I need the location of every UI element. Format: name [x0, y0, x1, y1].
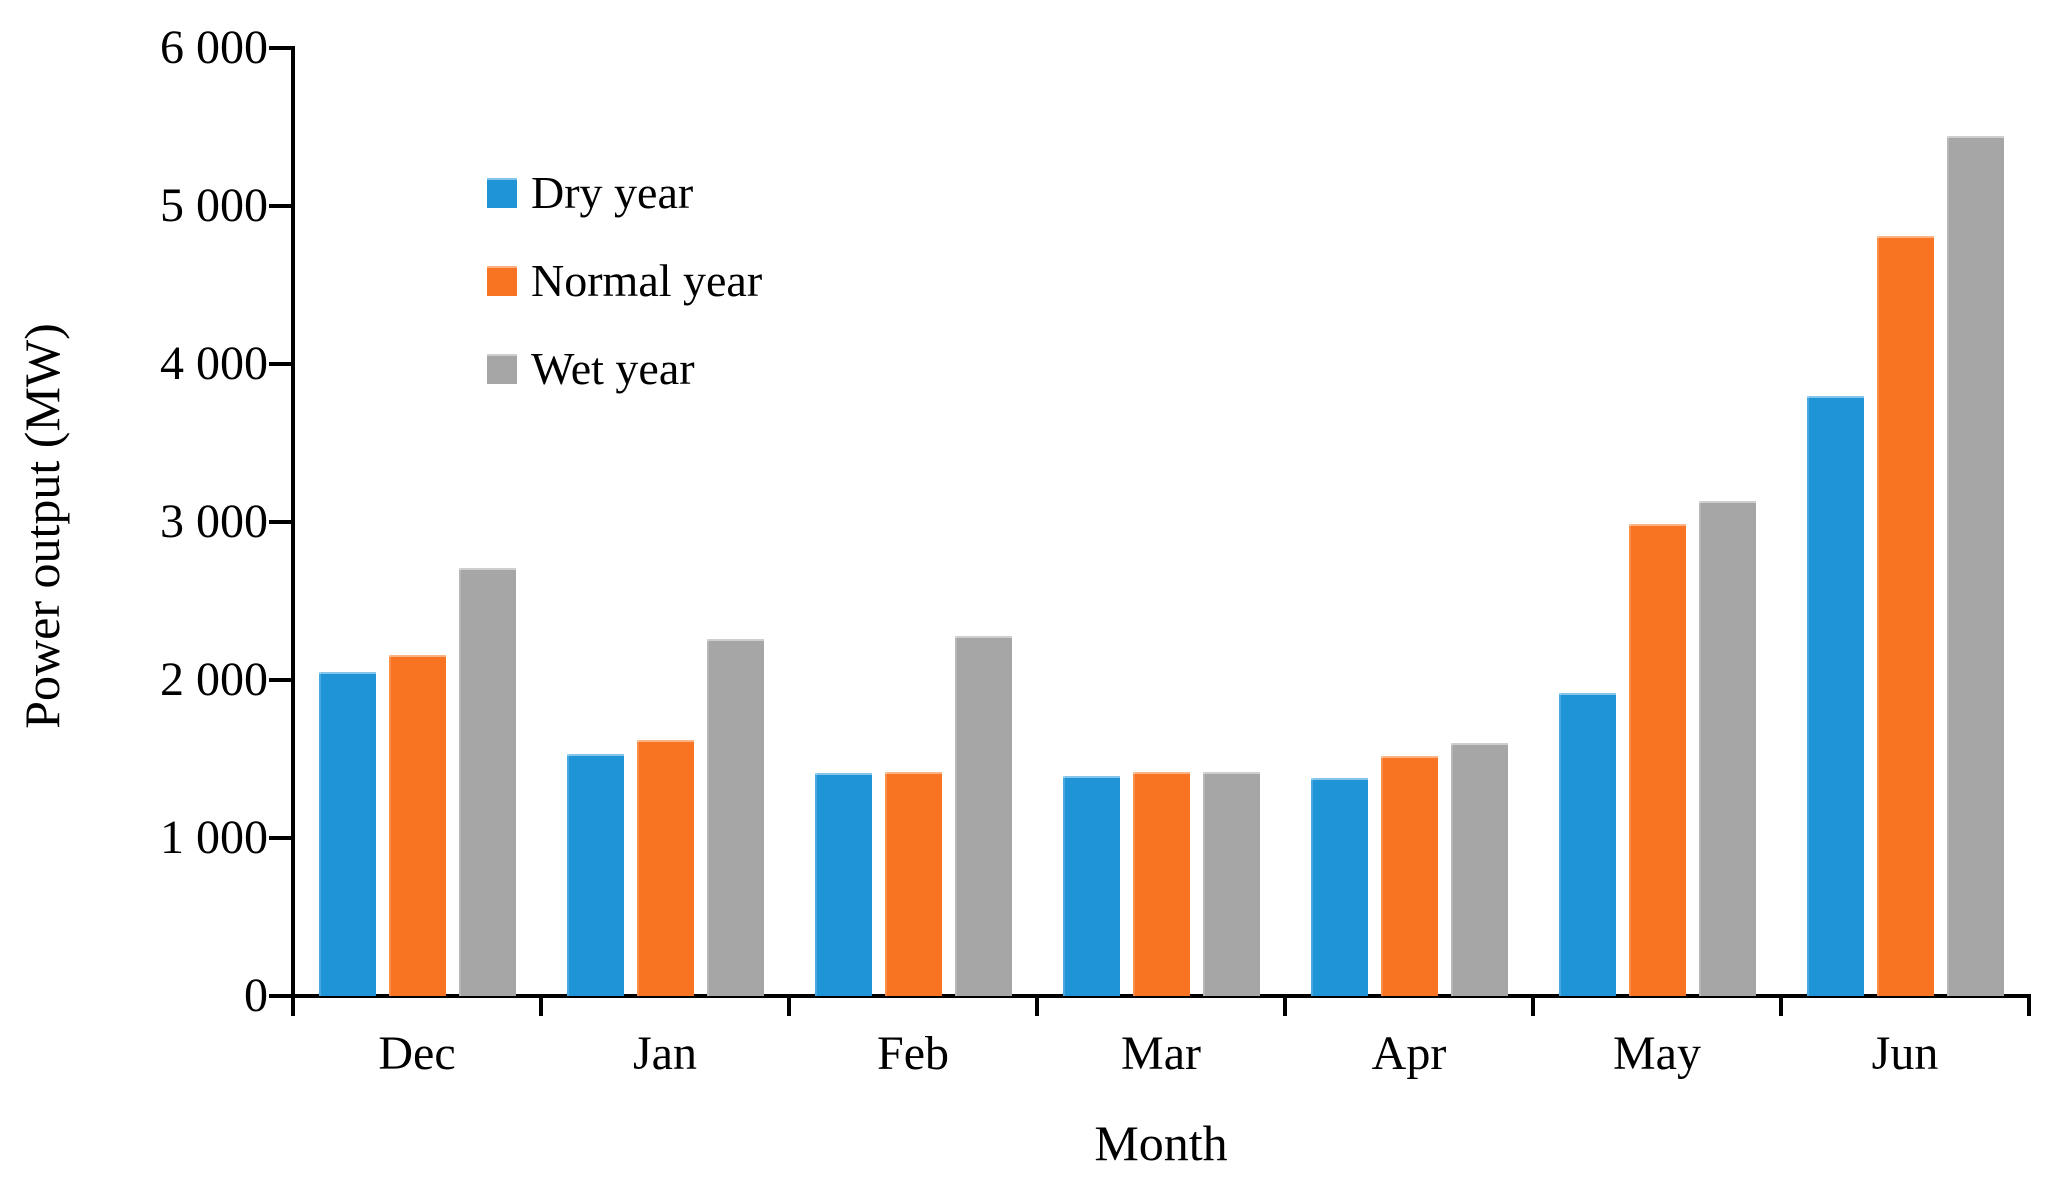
legend-label: Normal year: [531, 255, 763, 306]
bar: [566, 754, 624, 996]
x-tick-label: May: [1613, 1027, 1701, 1080]
bar: [388, 654, 446, 996]
y-tick-label: 2 000: [160, 653, 268, 706]
bar: [1876, 236, 1934, 996]
bar: [954, 635, 1012, 996]
bar: [1202, 771, 1260, 996]
legend: Dry year Normal year Wet year: [487, 163, 762, 427]
legend-item: Dry year: [487, 163, 762, 223]
x-tick-mark: [291, 996, 295, 1016]
bar: [1946, 136, 2004, 996]
legend-item: Normal year: [487, 251, 762, 311]
x-tick-label: Mar: [1121, 1027, 1201, 1080]
bar: [814, 773, 872, 996]
y-tick-label: 5 000: [160, 179, 268, 232]
y-tick-mark: [269, 836, 291, 840]
y-tick-mark: [269, 204, 291, 208]
bar: [1628, 523, 1686, 996]
legend-swatch-icon: [487, 178, 517, 208]
bar: [706, 638, 764, 996]
x-tick-mark: [1035, 996, 1039, 1016]
x-tick-label: Jun: [1871, 1027, 1939, 1080]
x-tick-label: Jan: [633, 1027, 697, 1080]
bar: [1698, 501, 1756, 996]
bar: [318, 672, 376, 996]
bar: [1806, 395, 1864, 996]
x-tick-label: Apr: [1371, 1027, 1447, 1080]
legend-label: Dry year: [531, 167, 694, 218]
y-tick-label: 0: [244, 969, 268, 1022]
y-tick-label: 3 000: [160, 495, 268, 548]
y-axis-line: [291, 46, 295, 1016]
y-tick-label: 1 000: [160, 811, 268, 864]
y-tick-label: 4 000: [160, 337, 268, 390]
x-tick-mark: [1531, 996, 1535, 1016]
bar: [1450, 743, 1508, 996]
x-axis-line: [291, 994, 2031, 998]
x-axis-title: Month: [1094, 1115, 1228, 1171]
legend-swatch-icon: [487, 354, 517, 384]
y-tick-mark: [269, 362, 291, 366]
bar: [1062, 776, 1120, 996]
x-tick-mark: [2027, 996, 2031, 1016]
bar: [636, 740, 694, 996]
x-tick-mark: [1779, 996, 1783, 1016]
bar: [1558, 692, 1616, 996]
bar: [1310, 777, 1368, 996]
y-tick-mark: [269, 994, 291, 998]
bar: [884, 771, 942, 996]
x-tick-mark: [1283, 996, 1287, 1016]
legend-item: Wet year: [487, 339, 762, 399]
y-tick-mark: [269, 46, 291, 50]
legend-label: Wet year: [531, 343, 695, 394]
y-tick-mark: [269, 678, 291, 682]
x-tick-mark: [787, 996, 791, 1016]
y-tick-label: 6 000: [160, 21, 268, 74]
x-tick-label: Dec: [378, 1027, 456, 1080]
bar: [458, 567, 516, 996]
bar: [1132, 771, 1190, 996]
y-tick-mark: [269, 520, 291, 524]
bar: [1380, 755, 1438, 996]
x-tick-mark: [539, 996, 543, 1016]
x-tick-label: Feb: [877, 1027, 949, 1080]
legend-swatch-icon: [487, 266, 517, 296]
